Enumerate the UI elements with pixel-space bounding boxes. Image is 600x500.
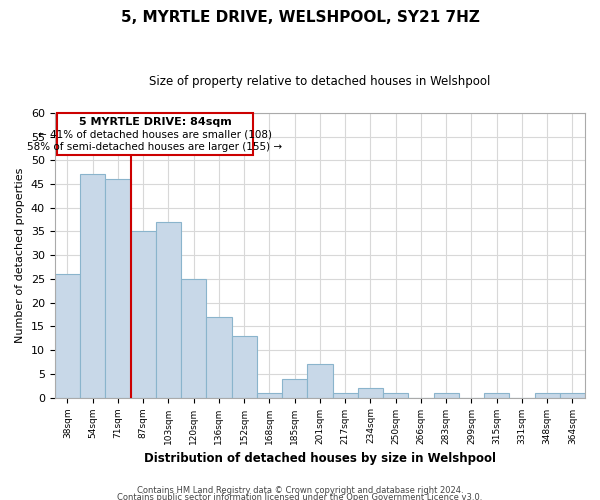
Bar xyxy=(332,393,358,398)
X-axis label: Distribution of detached houses by size in Welshpool: Distribution of detached houses by size … xyxy=(144,452,496,465)
Bar xyxy=(131,232,156,398)
Bar xyxy=(257,393,282,398)
Bar xyxy=(383,393,408,398)
Bar xyxy=(358,388,383,398)
Text: 5 MYRTLE DRIVE: 84sqm: 5 MYRTLE DRIVE: 84sqm xyxy=(79,118,231,128)
Bar xyxy=(80,174,105,398)
Bar xyxy=(535,393,560,398)
Bar xyxy=(55,274,80,398)
Bar xyxy=(105,179,131,398)
Bar xyxy=(156,222,181,398)
Bar xyxy=(307,364,332,398)
Bar xyxy=(560,393,585,398)
FancyBboxPatch shape xyxy=(57,113,253,154)
Bar xyxy=(434,393,459,398)
Y-axis label: Number of detached properties: Number of detached properties xyxy=(16,168,25,343)
Text: Contains public sector information licensed under the Open Government Licence v3: Contains public sector information licen… xyxy=(118,494,482,500)
Bar xyxy=(282,378,307,398)
Text: ← 41% of detached houses are smaller (108): ← 41% of detached houses are smaller (10… xyxy=(38,129,272,139)
Title: Size of property relative to detached houses in Welshpool: Size of property relative to detached ho… xyxy=(149,75,491,88)
Bar xyxy=(206,317,232,398)
Text: Contains HM Land Registry data © Crown copyright and database right 2024.: Contains HM Land Registry data © Crown c… xyxy=(137,486,463,495)
Bar xyxy=(181,279,206,398)
Text: 58% of semi-detached houses are larger (155) →: 58% of semi-detached houses are larger (… xyxy=(28,142,283,152)
Bar xyxy=(484,393,509,398)
Text: 5, MYRTLE DRIVE, WELSHPOOL, SY21 7HZ: 5, MYRTLE DRIVE, WELSHPOOL, SY21 7HZ xyxy=(121,10,479,25)
Bar xyxy=(232,336,257,398)
